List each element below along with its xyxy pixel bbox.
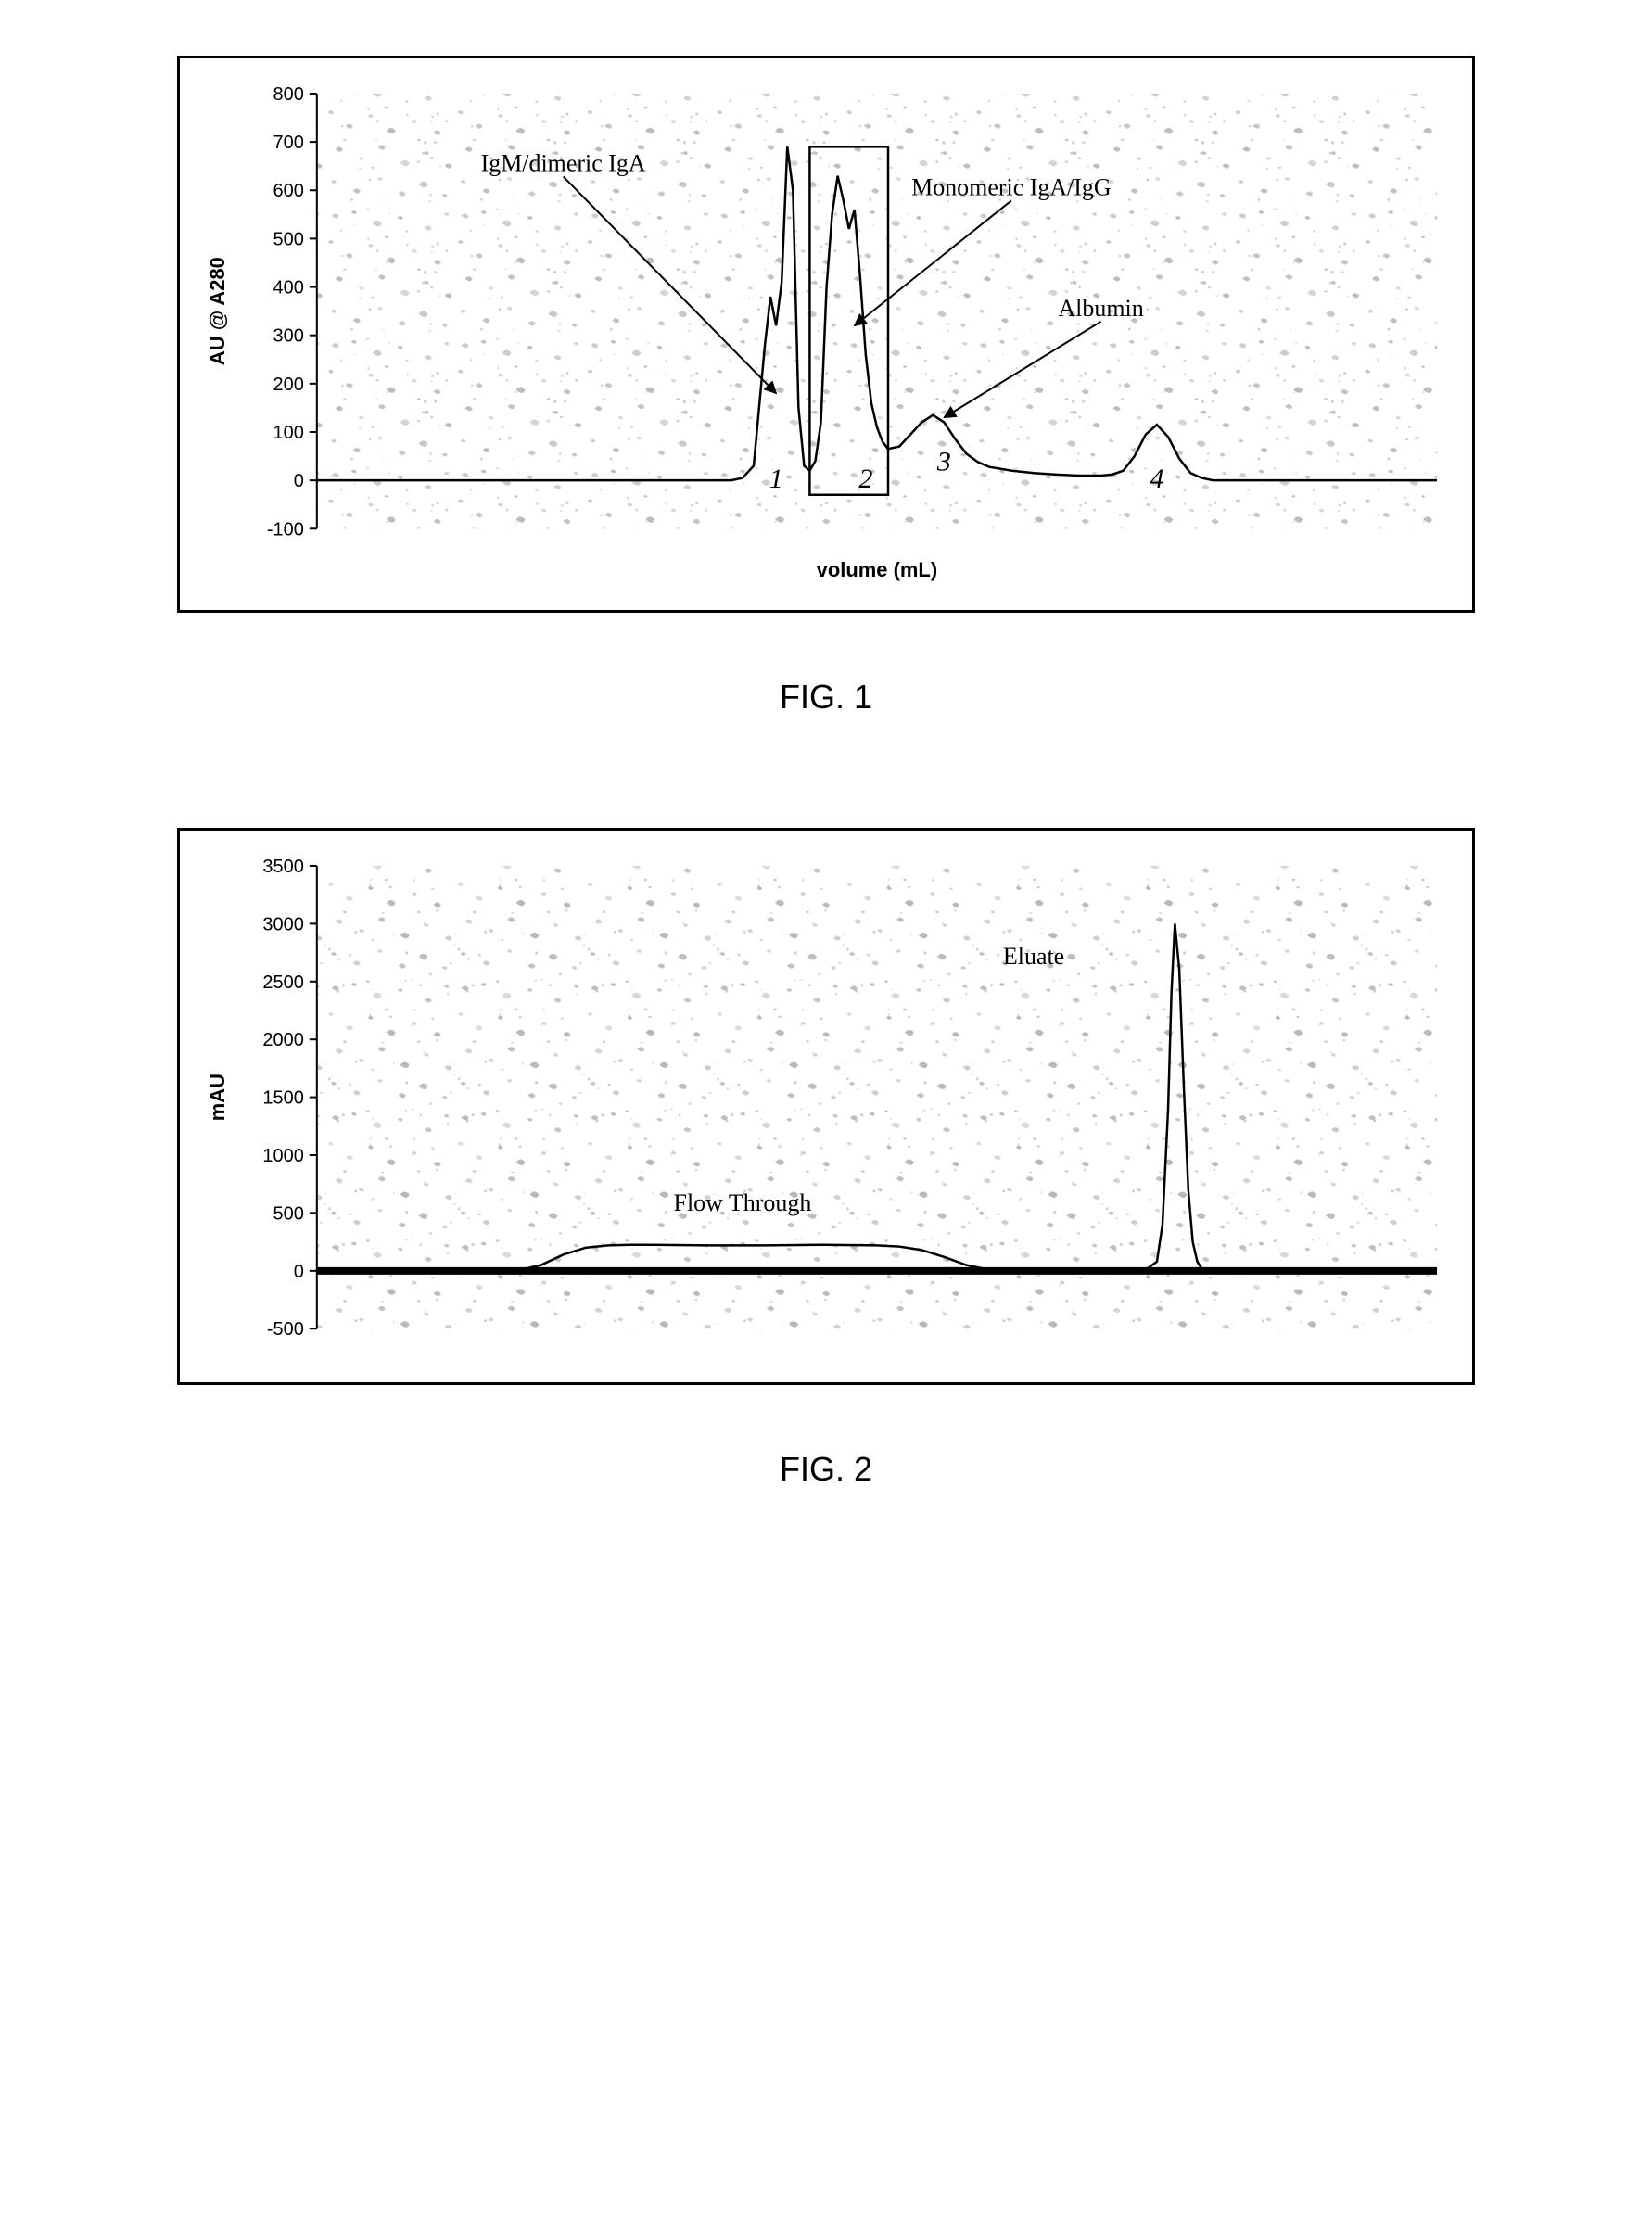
fig2-svg: -500 0 500 1000 1500 2000 2500 3000 3500 Eluate Fl…: [197, 847, 1455, 1366]
svg-text:mAU: mAU: [206, 1074, 229, 1121]
fig2-caption: FIG. 2: [177, 1450, 1475, 1489]
svg-text:100: 100: [273, 423, 303, 443]
svg-text:2500: 2500: [262, 972, 303, 993]
svg-text:3: 3: [936, 447, 951, 477]
svg-text:Monomeric IgA/IgG: Monomeric IgA/IgG: [911, 173, 1112, 200]
fig2-chart: -500 0 500 1000 1500 2000 2500 3000 3500 Eluate Fl…: [197, 847, 1455, 1366]
svg-text:AU @ A280: AU @ A280: [206, 257, 229, 365]
svg-text:600: 600: [273, 181, 303, 201]
fig1-caption: FIG. 1: [177, 678, 1475, 717]
svg-text:700: 700: [273, 133, 303, 153]
svg-text:2000: 2000: [262, 1030, 303, 1050]
svg-text:2: 2: [858, 464, 872, 494]
svg-text:300: 300: [273, 326, 303, 347]
svg-text:Flow Through: Flow Through: [674, 1189, 812, 1216]
svg-text:3500: 3500: [262, 857, 303, 877]
svg-text:1000: 1000: [262, 1146, 303, 1166]
svg-text:Albumin: Albumin: [1058, 295, 1143, 322]
fig1-svg: -100 0 100 200 300 400 500 600 700 800 IgM/dimeric…: [197, 75, 1455, 593]
svg-text:500: 500: [273, 1204, 303, 1225]
fig1-chart: -100 0 100 200 300 400 500 600 700 800 IgM/dimeric…: [197, 75, 1455, 593]
svg-text:-500: -500: [267, 1319, 304, 1340]
svg-text:200: 200: [273, 375, 303, 395]
fig2-outer-border: -500 0 500 1000 1500 2000 2500 3000 3500 Eluate Fl…: [177, 828, 1475, 1385]
svg-text:IgM/dimeric IgA: IgM/dimeric IgA: [481, 149, 646, 176]
figure-2: -500 0 500 1000 1500 2000 2500 3000 3500 Eluate Fl…: [177, 828, 1475, 1489]
svg-text:1: 1: [769, 464, 783, 494]
svg-text:0: 0: [294, 471, 304, 491]
svg-text:-100: -100: [267, 519, 304, 540]
svg-text:0: 0: [294, 1262, 304, 1282]
svg-text:4: 4: [1150, 464, 1163, 494]
svg-text:volume (mL): volume (mL): [817, 558, 938, 581]
svg-text:500: 500: [273, 229, 303, 249]
svg-text:Eluate: Eluate: [1003, 943, 1064, 970]
svg-text:800: 800: [273, 84, 303, 105]
svg-text:1500: 1500: [262, 1088, 303, 1109]
svg-text:3000: 3000: [262, 915, 303, 935]
fig1-outer-border: -100 0 100 200 300 400 500 600 700 800 IgM/dimeric…: [177, 56, 1475, 613]
figure-1: -100 0 100 200 300 400 500 600 700 800 IgM/dimeric…: [177, 56, 1475, 717]
svg-text:400: 400: [273, 278, 303, 299]
